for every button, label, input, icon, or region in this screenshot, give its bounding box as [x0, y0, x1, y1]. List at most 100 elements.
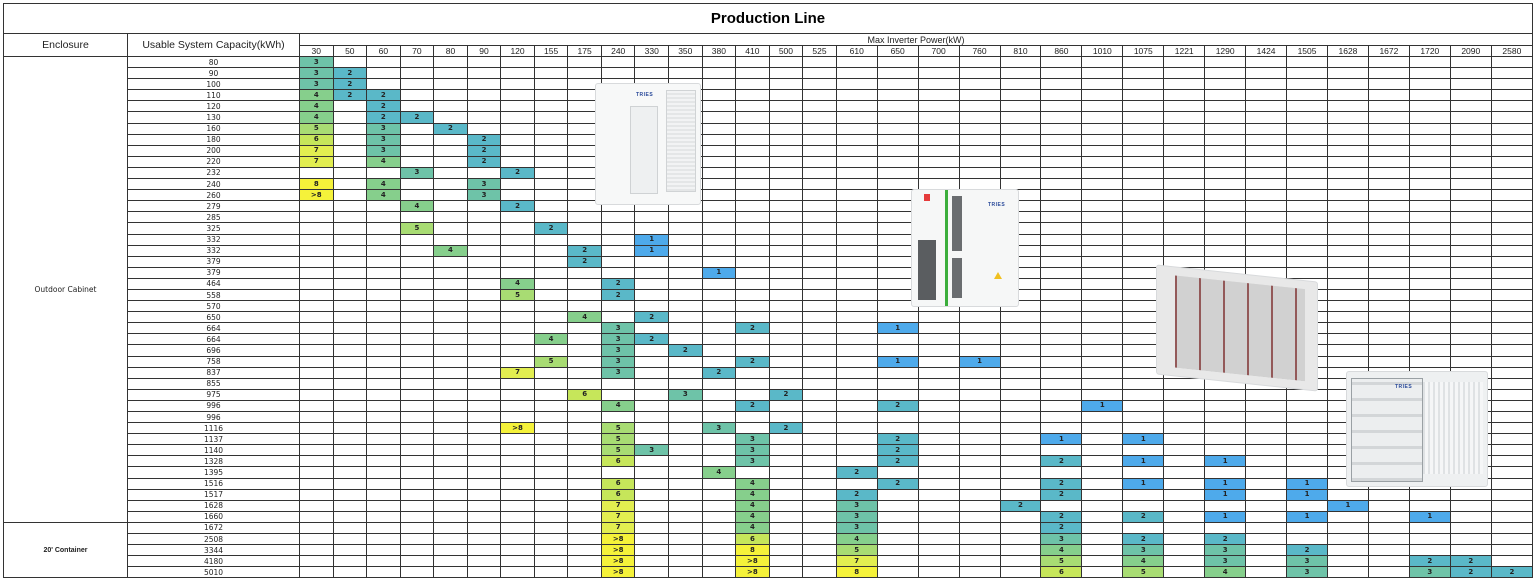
- count-cell: [835, 200, 878, 213]
- capacity-cell: 996: [127, 410, 300, 424]
- count-cell: [835, 288, 878, 302]
- count-cell: [1204, 410, 1247, 424]
- count-cell: [466, 89, 502, 102]
- count-cell: [600, 67, 636, 80]
- count-cell: [1367, 355, 1410, 368]
- count-cell: 3: [735, 444, 770, 457]
- count-cell: [1081, 311, 1124, 324]
- count-cell: [433, 211, 468, 224]
- count-cell: [433, 521, 468, 535]
- count-cell: [1122, 377, 1165, 390]
- count-cell: [500, 455, 535, 468]
- count-cell: [1327, 155, 1369, 168]
- count-cell: [634, 399, 670, 413]
- capacity-cell: 1116: [127, 422, 300, 435]
- count-cell: [332, 566, 368, 579]
- count-cell: [917, 111, 960, 124]
- count-cell: [1163, 377, 1206, 390]
- count-cell: [1122, 89, 1165, 102]
- count-cell: [332, 288, 368, 302]
- count-cell: [1163, 433, 1206, 446]
- count-cell: 2: [768, 422, 804, 435]
- count-cell: [802, 311, 837, 324]
- count-cell: [634, 499, 670, 512]
- count-cell: [1122, 233, 1165, 246]
- count-cell: [366, 300, 401, 313]
- count-cell: [958, 67, 1001, 80]
- count-cell: >8: [735, 555, 770, 568]
- capacity-cell: 1672: [127, 521, 300, 535]
- count-cell: [634, 455, 670, 468]
- count-cell: [1449, 133, 1492, 146]
- count-cell: [366, 255, 401, 268]
- count-cell: [1408, 521, 1451, 535]
- count-cell: [1122, 67, 1165, 80]
- count-cell: [466, 255, 502, 268]
- count-cell: 4: [600, 399, 636, 413]
- count-cell: [567, 288, 602, 302]
- count-cell: [634, 277, 670, 290]
- count-cell: [466, 211, 502, 224]
- count-cell: [366, 377, 401, 390]
- count-cell: 1: [1286, 510, 1328, 523]
- capacity-cell: 696: [127, 344, 300, 357]
- count-cell: [332, 111, 368, 124]
- count-cell: [1490, 410, 1534, 424]
- count-cell: [1367, 166, 1410, 180]
- count-cell: [917, 466, 960, 479]
- count-cell: [701, 122, 737, 135]
- capacity-cell: 200: [127, 144, 300, 157]
- count-cell: [1122, 100, 1165, 113]
- count-cell: [1408, 189, 1451, 202]
- count-cell: [999, 377, 1042, 390]
- count-cell: [958, 510, 1001, 523]
- count-cell: 2: [466, 155, 502, 168]
- count-cell: [1204, 399, 1247, 413]
- count-cell: [1327, 355, 1369, 368]
- count-cell: [802, 555, 837, 568]
- count-cell: [802, 122, 837, 135]
- count-cell: [1367, 300, 1410, 313]
- count-cell: [701, 344, 737, 357]
- count-cell: [999, 100, 1042, 113]
- count-cell: [1204, 499, 1247, 512]
- count-cell: >8: [500, 422, 535, 435]
- count-cell: [876, 155, 919, 168]
- count-cell: [332, 133, 368, 146]
- capacity-cell: 325: [127, 222, 300, 235]
- count-cell: [500, 133, 535, 146]
- count-cell: [533, 133, 569, 146]
- count-cell: [1163, 444, 1206, 457]
- count-cell: [735, 155, 770, 168]
- count-cell: [1040, 410, 1083, 424]
- count-cell: 2: [1408, 555, 1451, 568]
- count-cell: 7: [500, 366, 535, 379]
- count-cell: [500, 55, 535, 69]
- count-cell: [433, 178, 468, 191]
- count-cell: [466, 333, 502, 346]
- count-cell: [768, 488, 804, 501]
- count-cell: [701, 455, 737, 468]
- count-cell: 2: [735, 322, 770, 335]
- count-cell: 3: [634, 444, 670, 457]
- count-cell: 4: [299, 100, 334, 113]
- table-row: 90 3 2: [4, 67, 1534, 80]
- count-cell: [1449, 510, 1492, 523]
- count-cell: [299, 521, 334, 535]
- count-cell: [958, 89, 1001, 102]
- count-cell: [1163, 488, 1206, 501]
- count-cell: [802, 422, 837, 435]
- count-cell: [433, 510, 468, 523]
- count-cell: 4: [735, 477, 770, 490]
- count-cell: [1490, 499, 1534, 512]
- count-cell: [567, 333, 602, 346]
- count-cell: [399, 533, 435, 546]
- count-cell: [332, 555, 368, 568]
- count-cell: [701, 444, 737, 457]
- count-cell: [634, 322, 670, 335]
- count-cell: [533, 410, 569, 424]
- count-cell: [876, 89, 919, 102]
- count-cell: [735, 244, 770, 257]
- count-cell: [917, 566, 960, 579]
- count-cell: [366, 55, 401, 69]
